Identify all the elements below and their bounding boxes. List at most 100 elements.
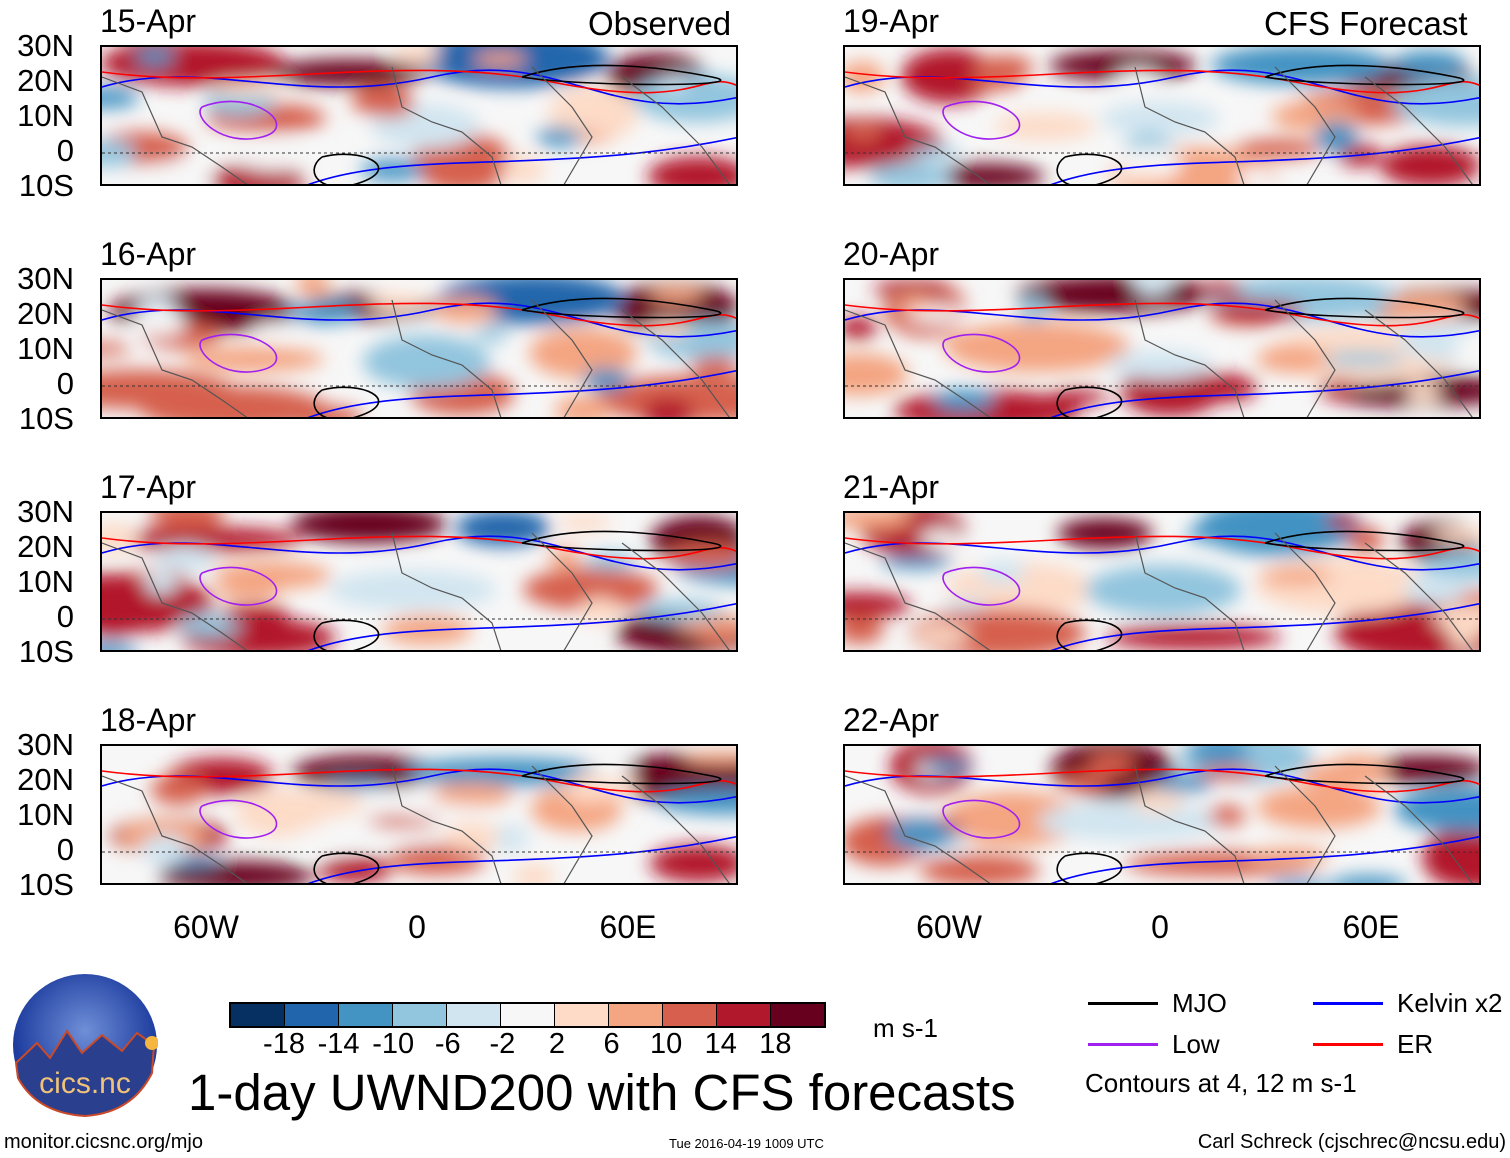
anomaly-region — [1315, 120, 1357, 153]
anomaly-region — [1455, 330, 1479, 360]
anomaly-region — [112, 527, 302, 552]
anomaly-region — [548, 85, 638, 143]
colorbar-swatch — [231, 1004, 285, 1026]
panel-date: 17-Apr — [100, 469, 197, 505]
anomaly-region — [387, 844, 486, 875]
anomaly-region — [943, 791, 1085, 847]
map-panel — [843, 45, 1481, 186]
anomaly-region — [647, 156, 736, 184]
anomaly-region — [683, 81, 736, 104]
latitude-label: 10N — [17, 98, 74, 133]
contour-line — [942, 333, 1021, 373]
contour-line — [307, 369, 736, 417]
contour-line — [1056, 852, 1123, 883]
latitude-label: 10S — [18, 867, 74, 902]
anomaly-region — [1403, 574, 1468, 605]
anomaly-region — [473, 326, 509, 342]
anomaly-region — [513, 863, 555, 883]
anomaly-region — [296, 280, 330, 298]
anomaly-region — [1256, 345, 1329, 373]
anomaly-region — [1188, 746, 1250, 766]
map-panel — [843, 744, 1481, 885]
latitude-label: 30N — [17, 261, 74, 296]
colorbar-swatch — [609, 1004, 663, 1026]
contour-line — [307, 835, 736, 883]
longitude-label: 60W — [173, 909, 239, 945]
anomaly-region — [930, 163, 1045, 184]
legend-label: ER — [1397, 1029, 1434, 1059]
panel-date: 15-Apr — [100, 3, 197, 39]
anomaly-region — [213, 585, 280, 600]
anomaly-region — [473, 52, 528, 67]
anomaly-region — [1256, 785, 1382, 829]
contour-line — [313, 852, 380, 883]
contour-line — [199, 333, 278, 373]
anomaly-region — [1268, 878, 1328, 883]
coastline — [102, 532, 730, 650]
colorbar-label: 14 — [704, 1028, 737, 1060]
cics-logo: cics.nc — [13, 974, 158, 1117]
latitude-label: 0 — [56, 599, 74, 634]
latitude-label: 10N — [17, 331, 74, 366]
anomaly-region — [362, 335, 491, 389]
colorbar-swatch — [339, 1004, 393, 1026]
anomaly-region — [1117, 147, 1183, 178]
latitude-label: 10N — [17, 797, 74, 832]
anomaly-region — [646, 320, 692, 338]
anomaly-region — [154, 545, 216, 573]
coastline — [845, 532, 1473, 650]
anomaly-region — [1132, 788, 1185, 813]
anomaly-region — [578, 597, 621, 624]
coastline — [845, 765, 1473, 883]
footer-url[interactable]: monitor.cicsnc.org/mjo — [4, 1131, 203, 1153]
anomaly-region — [887, 819, 954, 851]
contour-line — [1264, 530, 1465, 552]
contour-line — [845, 69, 1479, 94]
contour-line — [102, 302, 736, 327]
contour-line — [845, 302, 1479, 327]
panel-date: 19-Apr — [843, 3, 940, 39]
contour-line — [199, 100, 278, 140]
anomaly-region — [1059, 772, 1111, 793]
anomaly-region — [697, 631, 736, 647]
colorbar-label: 2 — [548, 1028, 566, 1060]
contour-line — [845, 768, 1479, 793]
anomaly-region — [210, 81, 288, 97]
anomaly-region — [901, 48, 998, 104]
anomaly-region — [845, 316, 877, 340]
anomaly-region — [323, 778, 389, 791]
cfs-forecast-header: CFS Forecast — [1264, 5, 1468, 42]
contour-line — [845, 535, 1479, 560]
logo-text: cics.nc — [39, 1067, 131, 1100]
contour-line — [1050, 369, 1479, 417]
longitude-label: 0 — [408, 909, 426, 945]
anomaly-region — [869, 162, 952, 184]
colorbar-swatch — [393, 1004, 447, 1026]
anomaly-region — [1317, 351, 1406, 367]
anomaly-region — [933, 389, 995, 412]
anomaly-region — [1208, 805, 1246, 827]
anomaly-region — [523, 568, 659, 611]
latitude-label: 30N — [17, 727, 74, 762]
anomaly-region — [908, 146, 960, 160]
anomaly-region — [367, 814, 439, 829]
anomaly-region — [649, 286, 704, 304]
contour-line — [102, 69, 736, 94]
anomaly-region — [943, 597, 989, 612]
latitude-label: 0 — [56, 133, 74, 168]
anomaly-region — [895, 294, 933, 311]
latitude-label: 30N — [17, 494, 74, 529]
latitude-label: 0 — [56, 832, 74, 867]
longitude-label: 60W — [916, 909, 982, 945]
anomaly-region — [1248, 847, 1331, 866]
latitude-label: 10S — [18, 168, 74, 203]
colorbar-label: 18 — [759, 1028, 792, 1060]
legend-label: MJO — [1172, 988, 1227, 1018]
colorbar-swatch — [501, 1004, 555, 1026]
colorbar-label: 6 — [603, 1028, 620, 1060]
anomaly-region — [443, 821, 500, 852]
colorbar-label: -10 — [372, 1028, 415, 1060]
contour-line — [307, 602, 736, 650]
contour-line — [313, 386, 380, 417]
anomaly-region — [1236, 139, 1322, 159]
